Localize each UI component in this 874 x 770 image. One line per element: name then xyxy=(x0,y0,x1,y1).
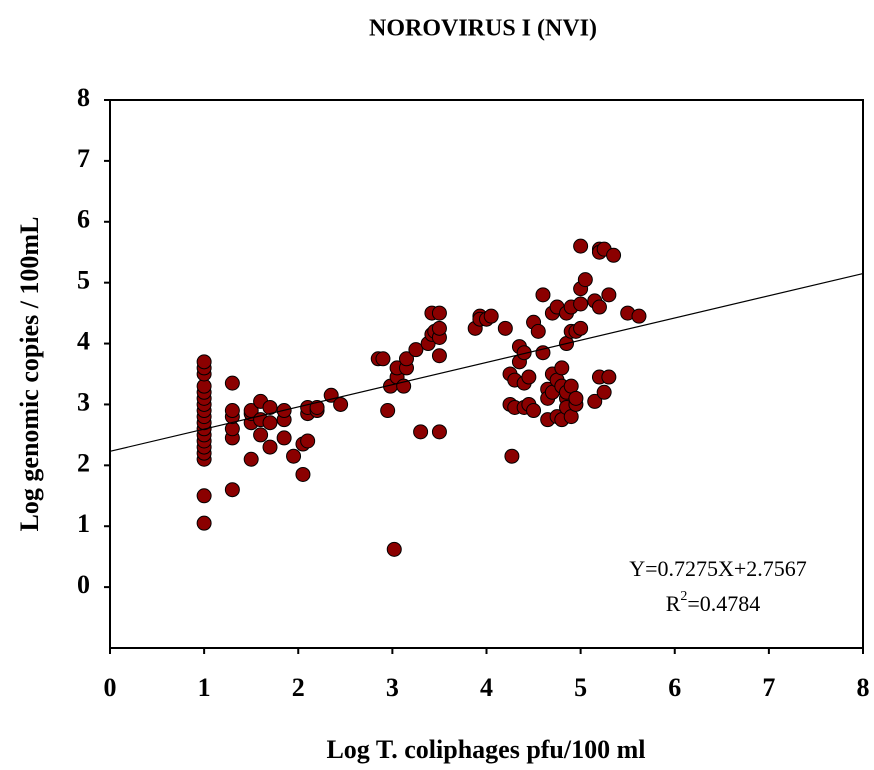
y-tick-label: 3 xyxy=(77,387,90,416)
point xyxy=(431,305,447,321)
point xyxy=(535,345,551,361)
point xyxy=(601,287,617,303)
point xyxy=(224,375,240,391)
point xyxy=(196,354,212,370)
point xyxy=(606,247,622,263)
point xyxy=(601,369,617,385)
x-tick-label: 2 xyxy=(292,673,305,702)
point xyxy=(573,320,589,336)
point xyxy=(431,320,447,336)
y-tick-label: 1 xyxy=(77,509,90,538)
point xyxy=(573,238,589,254)
trendline xyxy=(109,272,864,452)
y-tick-label: 4 xyxy=(77,327,90,356)
point xyxy=(587,393,603,409)
y-tick-label: 8 xyxy=(77,83,90,112)
point xyxy=(526,403,542,419)
point xyxy=(497,320,513,336)
point xyxy=(309,399,325,415)
x-tick-label: 8 xyxy=(857,673,870,702)
point xyxy=(386,541,402,557)
x-tick-label: 5 xyxy=(574,673,587,702)
point xyxy=(535,287,551,303)
y-axis-label: Log genomic copies / 100mL xyxy=(15,217,44,532)
x-tick-label: 4 xyxy=(480,673,493,702)
point xyxy=(573,296,589,312)
point xyxy=(413,424,429,440)
point xyxy=(224,403,240,419)
point xyxy=(516,345,532,361)
r-squared-sup: 2 xyxy=(680,589,687,604)
x-tick-label: 7 xyxy=(762,673,775,702)
y-tick-label: 7 xyxy=(77,144,90,173)
point xyxy=(276,430,292,446)
point xyxy=(504,448,520,464)
point xyxy=(262,439,278,455)
point xyxy=(577,272,593,288)
point xyxy=(295,466,311,482)
x-axis-label: Log T. coliphages pfu/100 ml xyxy=(326,735,645,764)
point xyxy=(568,390,584,406)
r-squared: R2=0.4784 xyxy=(666,589,761,616)
point xyxy=(431,348,447,364)
point xyxy=(483,308,499,324)
x-tick-label: 6 xyxy=(668,673,681,702)
point xyxy=(398,351,414,367)
point xyxy=(596,384,612,400)
point xyxy=(431,424,447,440)
point xyxy=(530,323,546,339)
point xyxy=(554,360,570,376)
point xyxy=(408,342,424,358)
point xyxy=(300,433,316,449)
point xyxy=(224,482,240,498)
point xyxy=(196,488,212,504)
chart-title: NOROVIRUS I (NVI) xyxy=(369,16,597,42)
point xyxy=(591,299,607,315)
x-tick-label: 3 xyxy=(386,673,399,702)
y-tick-label: 5 xyxy=(77,266,90,295)
r-squared-base: R xyxy=(666,591,681,616)
point xyxy=(243,451,259,467)
equation: Y=0.7275X+2.7567 xyxy=(629,556,807,581)
y-tick-label: 2 xyxy=(77,448,90,477)
point xyxy=(631,308,647,324)
point xyxy=(262,415,278,431)
point xyxy=(333,396,349,412)
point xyxy=(521,369,537,385)
x-tick-label: 1 xyxy=(198,673,211,702)
y-tick-label: 6 xyxy=(77,205,90,234)
point xyxy=(375,351,391,367)
r-squared-rest: =0.4784 xyxy=(687,591,760,616)
point xyxy=(286,448,302,464)
point xyxy=(380,403,396,419)
point xyxy=(196,515,212,531)
point xyxy=(262,399,278,415)
x-tick-label: 0 xyxy=(104,673,117,702)
y-tick-label: 0 xyxy=(77,570,90,599)
point xyxy=(253,427,269,443)
